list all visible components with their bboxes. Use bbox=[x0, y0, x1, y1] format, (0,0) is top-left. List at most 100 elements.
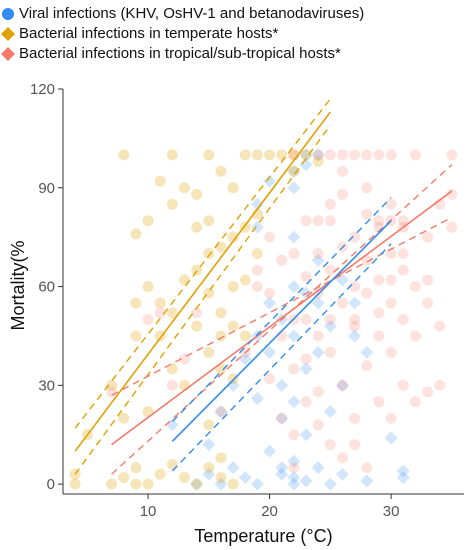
data-point-diamond bbox=[226, 461, 240, 475]
legend-label-tropical: Bacterial infections in tropical/sub-tro… bbox=[19, 45, 341, 62]
data-point-circle bbox=[324, 149, 336, 161]
data-point-diamond bbox=[238, 471, 252, 485]
data-point-diamond bbox=[287, 280, 301, 294]
data-point-circle bbox=[130, 478, 142, 490]
x-axis-label: Temperature (°C) bbox=[194, 526, 332, 546]
data-point-circle bbox=[203, 215, 215, 227]
data-point-circle bbox=[324, 198, 336, 210]
data-point-circle bbox=[251, 149, 263, 161]
ci-lower-line-temperate bbox=[74, 124, 331, 475]
axes: 10 20 30 0 30 60 90 120 Temperature (°C) Mortalit… bbox=[8, 81, 464, 546]
data-point-circle bbox=[409, 281, 421, 293]
data-point-circle bbox=[239, 149, 251, 161]
data-point-circle bbox=[336, 188, 348, 200]
data-point-circle bbox=[227, 281, 239, 293]
data-point-circle bbox=[434, 320, 446, 332]
data-point-circle bbox=[312, 248, 324, 260]
data-point-circle bbox=[336, 149, 348, 161]
y-tick-label: 60 bbox=[38, 279, 55, 296]
data-point-diamond bbox=[335, 378, 349, 392]
data-point-diamond bbox=[165, 418, 179, 432]
data-point-circle bbox=[288, 429, 300, 441]
data-point-circle bbox=[422, 386, 434, 398]
data-point-diamond bbox=[323, 477, 337, 491]
data-point-circle bbox=[288, 462, 300, 474]
data-point-diamond bbox=[190, 477, 204, 491]
data-point-diamond bbox=[250, 392, 264, 406]
data-point-circle bbox=[118, 472, 130, 484]
data-point-circle bbox=[69, 478, 81, 490]
data-point-circle bbox=[227, 478, 239, 490]
data-point-circle bbox=[324, 215, 336, 227]
data-point-circle bbox=[154, 468, 166, 480]
data-point-circle bbox=[373, 149, 385, 161]
data-point-circle bbox=[312, 419, 324, 431]
data-point-circle bbox=[349, 412, 361, 424]
data-point-circle bbox=[118, 412, 130, 424]
ci-upper-line-viral bbox=[171, 197, 392, 423]
data-point-circle bbox=[300, 353, 312, 365]
ci-lower-line-tropical bbox=[111, 164, 453, 475]
data-point-circle bbox=[191, 478, 203, 490]
data-point-circle bbox=[373, 396, 385, 408]
data-point-circle bbox=[336, 452, 348, 464]
data-point-diamond bbox=[202, 467, 216, 481]
data-point-circle bbox=[300, 149, 312, 161]
data-point-circle bbox=[179, 379, 191, 391]
data-point-diamond bbox=[263, 345, 277, 359]
data-point-diamond bbox=[214, 405, 228, 419]
data-point-circle bbox=[397, 313, 409, 325]
data-point-circle bbox=[276, 254, 288, 266]
x-tick-label: 30 bbox=[383, 503, 400, 520]
data-point-circle bbox=[397, 379, 409, 391]
data-point-diamond bbox=[299, 362, 313, 376]
data-point-circle bbox=[179, 274, 191, 286]
data-point-circle bbox=[227, 373, 239, 385]
fit-line-temperate bbox=[74, 111, 331, 452]
data-point-circle bbox=[349, 313, 361, 325]
data-point-circle bbox=[312, 215, 324, 227]
data-point-circle bbox=[349, 149, 361, 161]
data-point-circle bbox=[409, 330, 421, 342]
data-point-circle bbox=[409, 149, 421, 161]
data-point-diamond bbox=[299, 148, 313, 162]
data-point-circle bbox=[385, 412, 397, 424]
data-point-circle bbox=[373, 215, 385, 227]
data-point-diamond bbox=[360, 474, 374, 488]
data-point-diamond bbox=[250, 197, 264, 211]
data-point-circle bbox=[191, 221, 203, 233]
data-point-diamond bbox=[287, 164, 301, 178]
data-point-circle bbox=[106, 478, 118, 490]
data-point-diamond bbox=[226, 378, 240, 392]
data-point-circle bbox=[324, 346, 336, 358]
data-point-circle bbox=[397, 248, 409, 260]
data-point-circle bbox=[373, 274, 385, 286]
data-point-circle bbox=[446, 188, 458, 200]
data-point-diamond bbox=[311, 148, 325, 162]
data-point-circle bbox=[215, 330, 227, 342]
data-point-circle bbox=[324, 264, 336, 276]
data-point-circle bbox=[385, 274, 397, 286]
data-point-circle bbox=[361, 208, 373, 220]
data-point-diamond bbox=[299, 158, 313, 172]
data-point-diamond bbox=[311, 345, 325, 359]
data-point-diamond bbox=[263, 174, 277, 188]
data-point-circle bbox=[361, 462, 373, 474]
data-point-diamond bbox=[287, 471, 301, 485]
data-point-circle bbox=[215, 165, 227, 177]
y-axis-label: Mortality(% bbox=[8, 240, 28, 330]
data-point-circle bbox=[397, 215, 409, 227]
data-point-circle bbox=[215, 406, 227, 418]
data-point-diamond bbox=[287, 230, 301, 244]
data-point-circle bbox=[130, 330, 142, 342]
data-point-diamond bbox=[299, 474, 313, 488]
data-point-circle bbox=[203, 248, 215, 260]
data-point-circle bbox=[203, 462, 215, 474]
data-point-diamond bbox=[287, 477, 301, 491]
data-point-circle bbox=[409, 396, 421, 408]
ci-lower-line-viral bbox=[171, 243, 392, 472]
data-point-circle bbox=[227, 320, 239, 332]
data-point-circle bbox=[422, 297, 434, 309]
data-point-circle bbox=[142, 313, 154, 325]
data-point-circle bbox=[215, 452, 227, 464]
